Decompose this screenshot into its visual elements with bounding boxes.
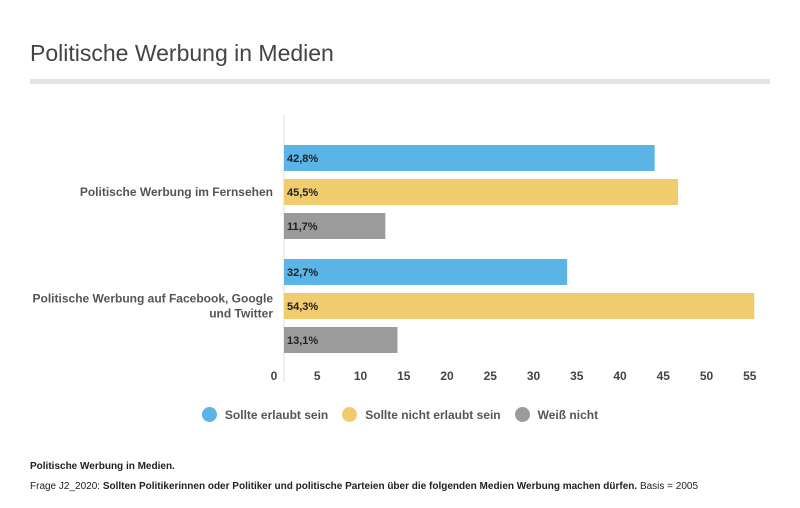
data-label: 13,1% <box>287 335 318 347</box>
legend-item[interactable]: Weiß nicht <box>514 407 599 422</box>
data-label: 42,8% <box>287 153 318 165</box>
x-tick-label: 15 <box>397 369 411 383</box>
x-tick-label: 0 <box>271 369 278 383</box>
x-tick-label: 5 <box>314 369 321 383</box>
category-label: Politische Werbung im Fernsehen <box>80 185 273 199</box>
title-divider <box>30 79 770 84</box>
legend-item[interactable]: Sollte nicht erlaubt sein <box>342 407 501 422</box>
bar <box>284 327 398 353</box>
category-label: Politische Werbung auf Facebook, Google <box>33 292 274 306</box>
legend-swatch-icon <box>201 407 217 422</box>
bar <box>284 213 386 239</box>
x-tick-label: 30 <box>527 369 541 383</box>
chart-title: Politische Werbung in Medien <box>30 40 334 66</box>
footnote-question: Frage J2_2020: Sollten Politikerinnen od… <box>30 481 698 492</box>
question-text: Sollten Politikerinnen oder Politiker un… <box>102 481 638 492</box>
bar <box>284 145 655 171</box>
legend-swatch-icon <box>514 407 530 422</box>
x-tick-label: 45 <box>657 369 671 383</box>
data-label: 54,3% <box>287 301 318 313</box>
legend-label: Sollte erlaubt sein <box>224 407 329 422</box>
legend: Sollte erlaubt sein Sollte nicht erlaubt … <box>0 407 800 422</box>
data-label: 32,7% <box>287 267 318 279</box>
category-label: und Twitter <box>209 307 273 321</box>
data-label: 45,5% <box>287 187 318 199</box>
legend-label: Weiß nicht <box>537 407 599 422</box>
x-tick-label: 25 <box>484 369 498 383</box>
legend-swatch-icon <box>342 407 358 422</box>
x-tick-label: 55 <box>743 369 757 383</box>
footnote-title: Politische Werbung in Medien. <box>30 461 175 472</box>
legend-item[interactable]: Sollte erlaubt sein <box>201 407 329 422</box>
bar <box>284 179 679 205</box>
data-label: 11,7% <box>287 221 318 233</box>
question-prefix: Frage J2_2020: <box>30 481 103 492</box>
bar <box>284 293 755 319</box>
x-tick-label: 20 <box>440 369 454 383</box>
x-tick-label: 35 <box>570 369 584 383</box>
bar <box>284 259 568 285</box>
x-tick-label: 10 <box>354 369 368 383</box>
basis-text: Basis = 2005 <box>637 481 699 492</box>
x-tick-label: 40 <box>613 369 627 383</box>
x-tick-label: 50 <box>700 369 714 383</box>
bar-chart: Politische Werbung im Fernsehen 42,8% 45,5… <box>33 115 757 383</box>
legend-label: Sollte nicht erlaubt sein <box>365 407 501 422</box>
